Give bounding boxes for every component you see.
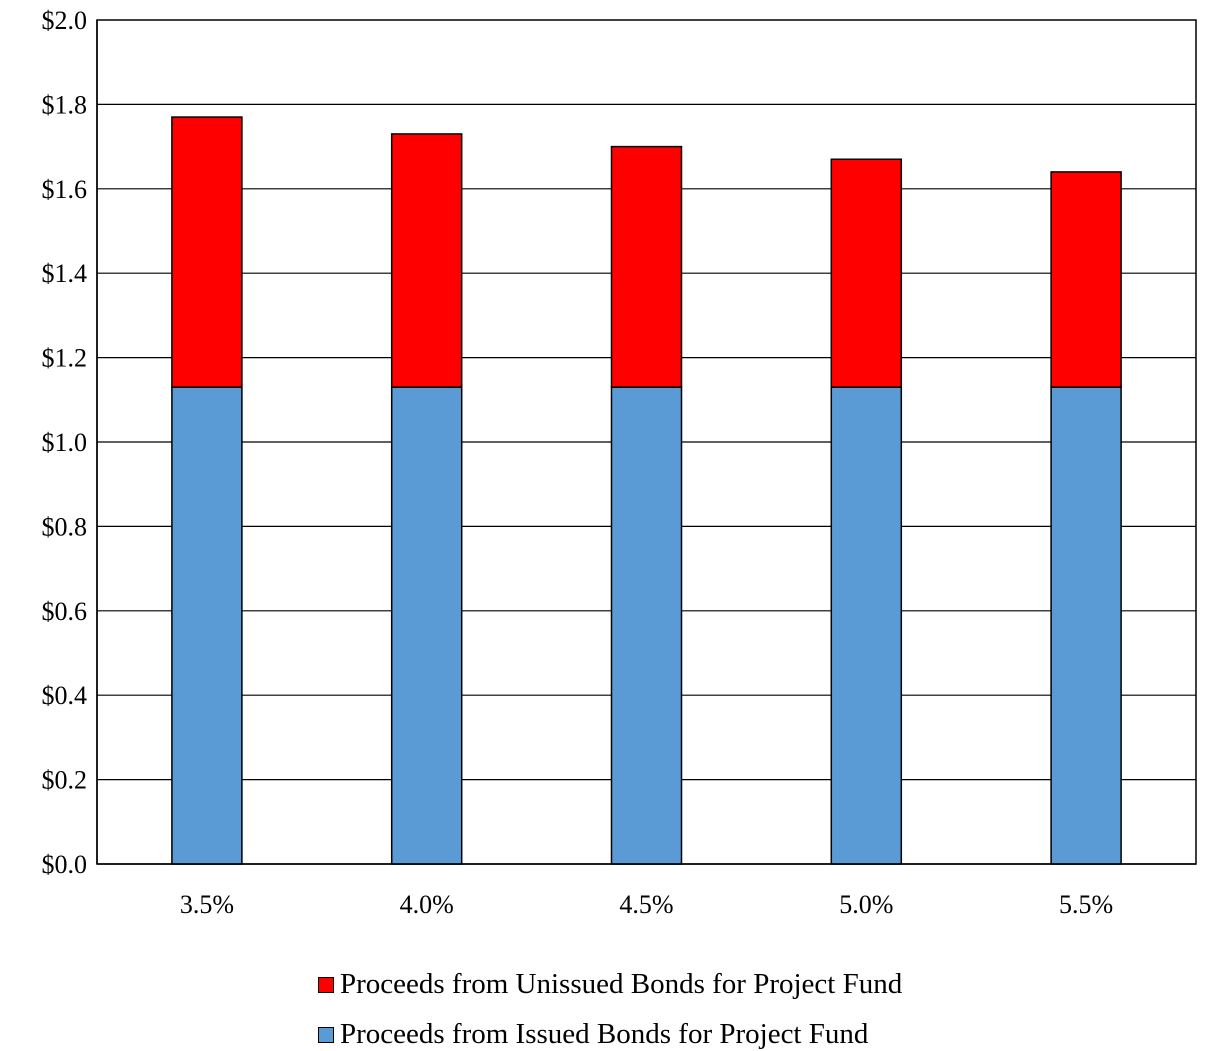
y-tick-label: $2.0 xyxy=(42,6,88,35)
y-tick-label: $0.6 xyxy=(42,597,88,626)
bar-unissued xyxy=(610,145,683,388)
bar-unissued xyxy=(390,133,463,388)
bar-unissued xyxy=(1050,171,1122,388)
bar-issued xyxy=(1050,386,1122,865)
bar-issued xyxy=(390,386,463,865)
y-tick-label: $1.0 xyxy=(42,428,88,457)
y-tick-label: $0.4 xyxy=(42,681,88,710)
bar-issued xyxy=(830,386,903,865)
legend-label-issued: Proceeds from Issued Bonds for Project F… xyxy=(340,1018,869,1050)
y-tick-label: $0.0 xyxy=(42,850,88,879)
bar-unissued xyxy=(171,116,243,388)
y-tick-label: $1.4 xyxy=(42,259,88,288)
chart-canvas: $0.0 $0.2 $0.4 $0.6 $0.8 $1.0 $1.2 $1.4 $1.6 $1.8… xyxy=(42,6,1197,919)
bar-issued xyxy=(171,386,243,865)
legend-swatch-unissued xyxy=(318,976,334,993)
x-tick-label: 4.5% xyxy=(619,890,673,919)
y-tick-label: $0.8 xyxy=(42,512,88,541)
bar-unissued xyxy=(830,158,903,388)
y-tick-label: $1.8 xyxy=(42,90,88,119)
x-tick-label: 3.5% xyxy=(180,890,234,919)
legend-swatch-issued xyxy=(318,1026,334,1043)
legend-item-issued: Proceeds from Issued Bonds for Project F… xyxy=(318,1018,1198,1051)
x-tick-label: 4.0% xyxy=(400,890,454,919)
y-tick-label: $1.2 xyxy=(42,344,88,373)
y-tick-label: $0.2 xyxy=(42,766,88,795)
x-tick-label: 5.0% xyxy=(839,890,893,919)
legend-label-unissued: Proceeds from Unissued Bonds for Project… xyxy=(340,968,903,1000)
x-tick-label: 5.5% xyxy=(1059,890,1113,919)
legend-item-unissued: Proceeds from Unissued Bonds for Project… xyxy=(318,968,1198,1001)
y-tick-label: $1.6 xyxy=(42,175,88,204)
bar-issued xyxy=(610,386,683,865)
